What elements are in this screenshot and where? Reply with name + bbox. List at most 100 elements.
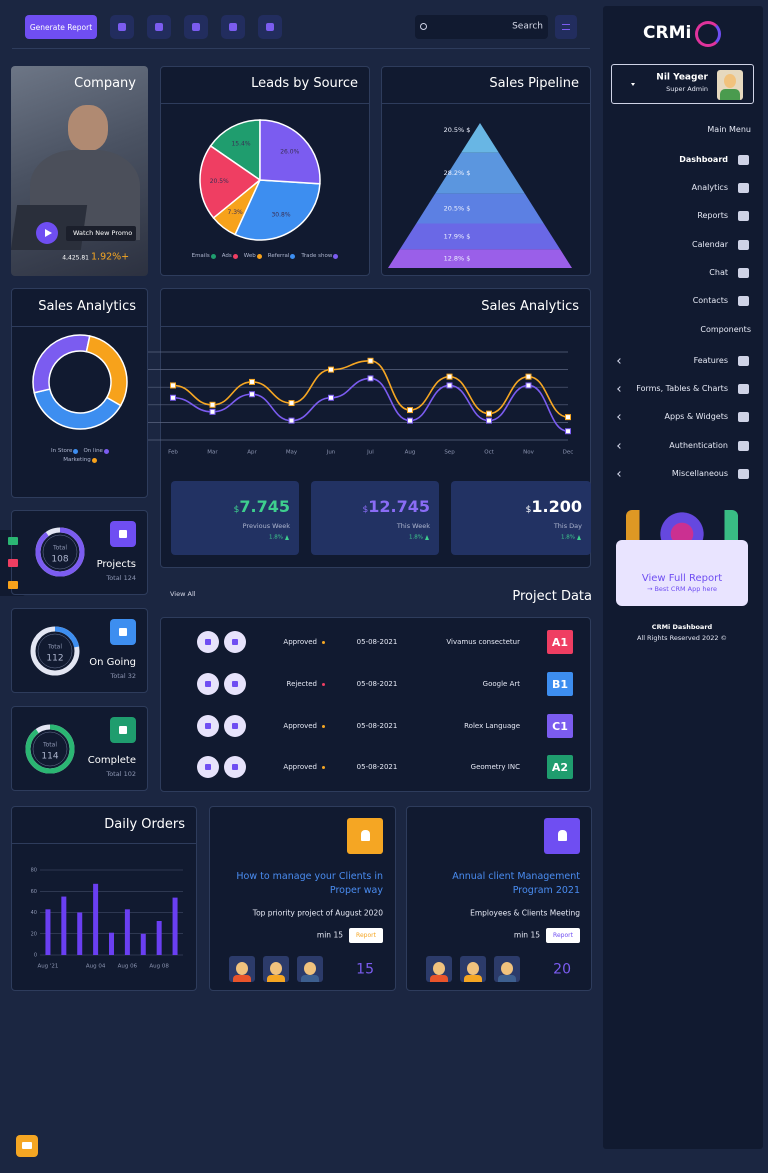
menu-item[interactable]: Miscellaneous [671,469,728,479]
y-tick-label: 80 [31,868,37,874]
chart-title: Sales Pipeline [489,76,579,92]
header-icon[interactable] [147,15,171,39]
pyramid-band [416,193,544,224]
stat-currency: $ [233,505,240,515]
user-avatar [717,70,743,100]
menu-item[interactable]: Forms, Tables & Charts [636,384,728,394]
legend-label: Emails [191,253,210,259]
company-amount: 4,425.81 [62,254,89,262]
pie-label: 15.4% [231,140,250,147]
avatar [297,956,323,982]
chevron [617,443,623,449]
generate-report-button[interactable]: Generate Report [25,15,97,39]
menu-item[interactable]: Contacts [692,296,728,306]
menu-item[interactable]: Chat [709,268,728,278]
pyramid-band [461,123,499,153]
header-icon[interactable] [221,15,245,39]
search-box[interactable] [415,15,548,39]
header-icon[interactable] [184,15,208,39]
action-glyph [232,723,238,729]
menu-icon [738,240,749,250]
progress-inner [32,731,68,767]
play-glyph [45,229,52,237]
line-marker [328,366,334,373]
code-badge: A2 [547,755,573,779]
avatar-body [233,975,251,982]
chart-title: Daily Orders [104,817,185,833]
stat-number: 7.745 [239,497,290,516]
report-button[interactable]: Report [349,928,383,943]
menu-heading: Main Menu [707,125,751,135]
side-icon[interactable] [8,581,18,589]
stat-label: This Day [553,522,582,531]
x-tick-label: Apr [247,450,257,456]
line-marker [170,394,176,401]
card-title: How to manage your Clients in Proper way [236,871,383,896]
legend-item: Referral [268,253,296,259]
y-tick-label: 60 [31,889,37,895]
avatar-body [498,975,516,982]
promo-title: View Full Report [641,573,723,584]
header-icon[interactable] [110,15,134,39]
menu-button[interactable] [555,15,577,39]
menu-item[interactable]: Calendar [692,240,728,250]
side-icon[interactable] [8,537,18,545]
menu-item[interactable]: Reports [697,211,728,221]
icon-glyph [361,830,370,841]
status-text: Rejected [286,679,317,688]
legend-item: Marketing [63,457,97,463]
legend-swatch [73,448,79,454]
avatar-body [267,975,285,982]
code-badge: A1 [547,630,573,654]
company-change: 1.92%+ [91,251,130,263]
chart-title: Sales Analytics [481,299,579,315]
icon-glyph [229,23,237,31]
menu-item[interactable]: Features [693,356,728,366]
progress-arc [25,724,75,774]
menu-item[interactable]: Dashboard [679,155,728,165]
x-tick-label: Aug 08 [149,964,169,970]
side-icon[interactable] [8,559,18,567]
bar [140,933,146,955]
legend-item: Trade show [301,253,339,259]
action-glyph [205,639,211,645]
stat-currency: $ [362,505,369,515]
legend-item: Emails [192,253,216,259]
x-tick-label: Oct [484,450,494,456]
avatar-face [467,962,479,975]
line-marker [367,375,374,382]
pyramid-band [399,223,561,250]
menu-item[interactable]: Analytics [691,183,728,193]
menu-icon [738,384,749,394]
bar [45,909,51,955]
menu-icon [738,412,749,422]
date-text: 05-08-2021 [356,762,398,771]
line-series [172,377,569,432]
promo-link: → Best CRM App here [646,585,718,594]
project-name: Google Art [482,679,520,688]
bar [124,909,130,955]
user-box[interactable] [611,64,754,104]
x-tick-label: Jun [326,450,336,456]
stat-value: $1.200 [526,497,582,516]
report-button[interactable]: Report [546,928,580,943]
avatar-face [501,962,513,975]
header-icon[interactable] [258,15,282,39]
menu-item[interactable]: Apps & Widgets [664,412,728,422]
card-subtitle: Employees & Clients Meeting [470,908,580,918]
legend-swatch [256,253,262,259]
legend-swatch [103,448,109,454]
menu-icon [738,296,749,306]
line-marker [209,408,216,415]
legend-label: Trade show [301,253,333,259]
x-tick-label: Nov [523,450,534,456]
legend: Emails Ads Web Referral Trade show [160,253,370,259]
promo-box[interactable] [616,540,748,606]
view-all-link[interactable]: View All [170,590,196,599]
bar [172,897,178,955]
menu-glyph [562,24,570,30]
icon-glyph [155,23,163,31]
menu-item[interactable]: Authentication [669,441,728,451]
